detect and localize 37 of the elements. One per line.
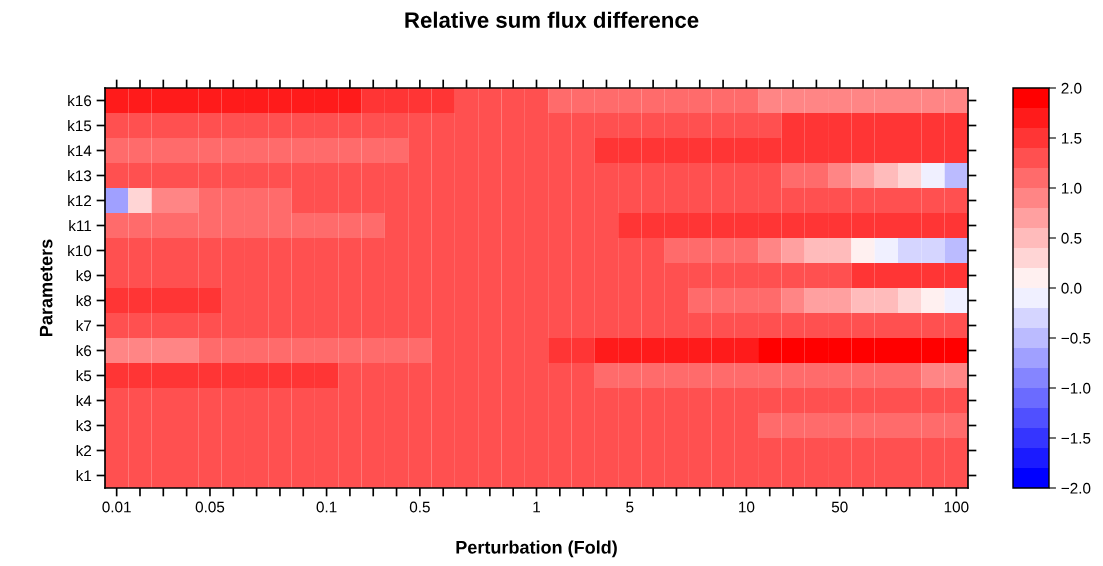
x-tick-label: 5 (626, 501, 634, 513)
x-tick-label: 100 (944, 501, 969, 513)
y-tick-label: k14 (68, 144, 92, 157)
x-tick-label: 10 (739, 501, 755, 513)
x-tick-label: 1 (533, 501, 540, 513)
y-tick-label: k9 (76, 269, 92, 282)
y-tick-label: k6 (76, 344, 92, 357)
x-axis-title: Perturbation (Fold) (456, 540, 617, 558)
color-bar-label: 1.5 (1061, 133, 1082, 144)
y-tick-label: k11 (69, 219, 92, 232)
x-tick-label: 0.5 (409, 501, 430, 513)
color-bar-label: −1.5 (1061, 433, 1091, 444)
color-bar-label: 1.0 (1061, 182, 1082, 194)
y-tick-label: k10 (68, 244, 92, 257)
y-tick-label: k15 (68, 119, 92, 132)
color-bar-label: 0.5 (1061, 232, 1082, 244)
y-tick-label: k4 (76, 394, 92, 407)
y-tick-label: k16 (68, 94, 92, 107)
x-tick-label: 0.01 (102, 501, 131, 513)
y-tick-label: k5 (76, 369, 92, 382)
y-tick-label: k8 (76, 294, 92, 307)
y-tick-label: k13 (68, 169, 92, 182)
color-bar-label: −0.5 (1061, 332, 1091, 344)
x-tick-label: 50 (831, 501, 848, 513)
y-tick-label: k7 (76, 319, 92, 332)
y-axis-title: Parameters (39, 239, 53, 336)
x-tick-label: 0.05 (195, 501, 225, 513)
color-bar-label: −1.0 (1061, 382, 1091, 394)
chart-title: Relative sum flux difference (405, 11, 699, 28)
y-tick-label: k12 (68, 194, 92, 207)
color-bar-label: −2.0 (1061, 482, 1091, 494)
y-tick-label: k3 (76, 419, 92, 432)
y-tick-label: k1 (76, 469, 92, 482)
color-bar-label: 0.0 (1061, 282, 1082, 294)
y-tick-label: k2 (76, 444, 92, 457)
x-tick-label: 0.1 (316, 501, 337, 513)
color-bar-label: 2.0 (1061, 82, 1082, 94)
